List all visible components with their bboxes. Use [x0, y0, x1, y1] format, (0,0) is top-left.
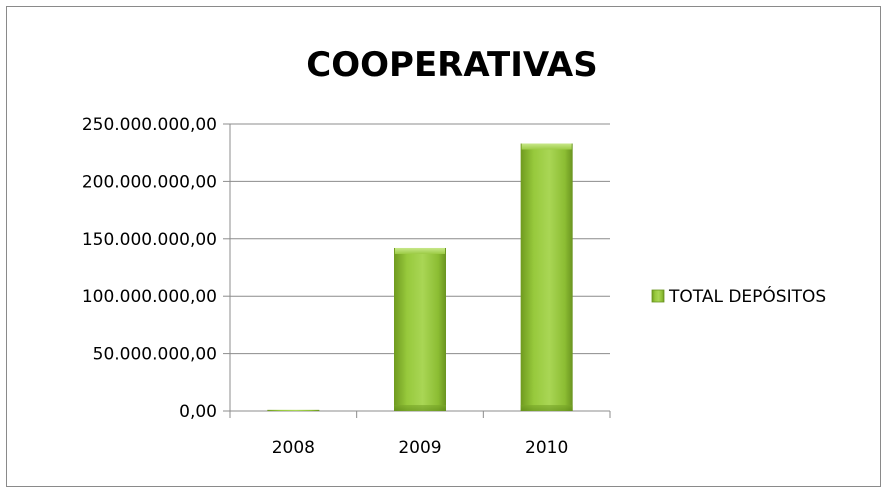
y-tick-label: 50.000.000,00 — [93, 345, 217, 365]
bars — [267, 143, 573, 412]
bar-body — [267, 409, 320, 411]
bar-base-shade — [520, 405, 573, 411]
bar-body — [520, 143, 573, 412]
x-tick-labels: 2008 2009 2010 — [272, 438, 569, 458]
bar-2009 — [394, 247, 446, 411]
bar-base-shade — [394, 405, 446, 411]
bar-body — [394, 247, 446, 411]
x-tick-label: 2009 — [398, 438, 441, 458]
legend-label: TOTAL DEPÓSITOS — [668, 285, 826, 307]
y-tick-label: 0,00 — [179, 402, 217, 422]
y-tick-label: 200.000.000,00 — [82, 172, 217, 192]
bar-2010 — [520, 143, 573, 412]
y-tick-label: 250.000.000,00 — [82, 115, 217, 135]
bar-highlight — [521, 143, 572, 150]
y-tick-label: 100.000.000,00 — [82, 287, 217, 307]
bar-highlight — [395, 247, 445, 254]
legend: TOTAL DEPÓSITOS — [651, 285, 826, 307]
x-tick-label: 2008 — [272, 438, 315, 458]
chart-title: COOPERATIVAS — [306, 45, 597, 85]
y-tick-label: 150.000.000,00 — [82, 230, 217, 250]
bar-2008 — [267, 409, 320, 411]
legend-swatch — [651, 289, 665, 303]
x-tick-label: 2010 — [525, 438, 568, 458]
y-tick-labels: 0,00 50.000.000,00 100.000.000,00 150.000.0… — [82, 115, 217, 422]
